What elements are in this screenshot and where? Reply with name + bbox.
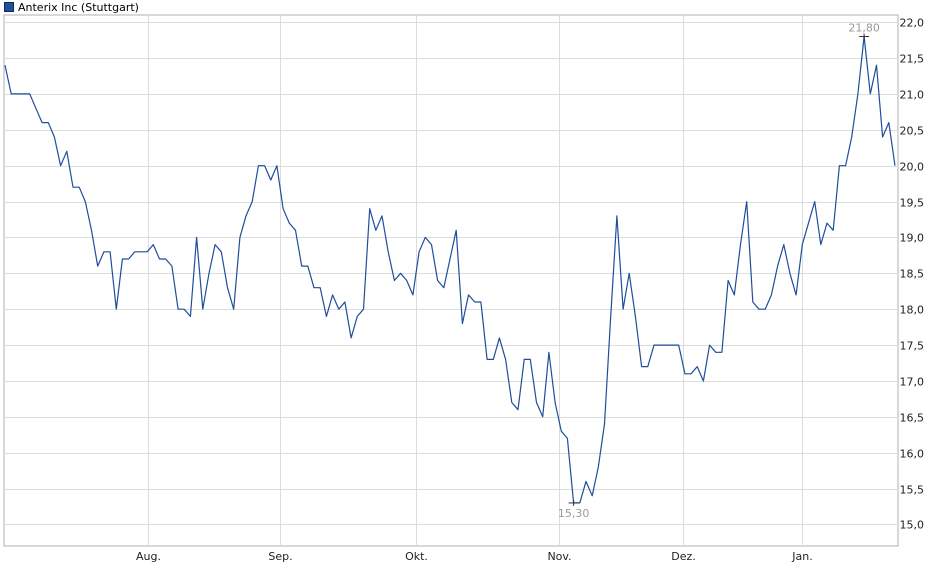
y-tick-label: 17,0 [900, 376, 925, 389]
y-tick-label: 21,0 [900, 89, 925, 102]
chart-legend: Anterix Inc (Stuttgart) [4, 0, 139, 14]
y-tick-label: 15,5 [900, 484, 925, 497]
x-tick-label: Jan. [791, 550, 812, 563]
y-tick-label: 15,0 [900, 519, 925, 532]
y-tick-label: 19,5 [900, 197, 925, 210]
y-tick-label: 21,5 [900, 53, 925, 66]
y-tick-label: 19,0 [900, 232, 925, 245]
legend-swatch [4, 2, 14, 12]
max-marker-label: 21,80 [848, 22, 880, 35]
y-tick-label: 17,5 [900, 340, 925, 353]
x-tick-label: Aug. [136, 550, 161, 563]
y-tick-label: 20,5 [900, 125, 925, 138]
y-tick-label: 16,5 [900, 412, 925, 425]
y-tick-label: 18,5 [900, 268, 925, 281]
x-tick-label: Nov. [547, 550, 571, 563]
legend-label: Anterix Inc (Stuttgart) [18, 0, 139, 14]
min-marker-label: 15,30 [558, 507, 590, 520]
price-line [4, 35, 896, 504]
plot-area [3, 14, 899, 547]
y-tick-label: 18,0 [900, 304, 925, 317]
x-tick-label: Sep. [268, 550, 292, 563]
y-tick-label: 20,0 [900, 161, 925, 174]
x-tick-label: Dez. [671, 550, 696, 563]
y-tick-label: 22,0 [900, 17, 925, 30]
x-tick-label: Okt. [405, 550, 428, 563]
y-tick-label: 16,0 [900, 448, 925, 461]
